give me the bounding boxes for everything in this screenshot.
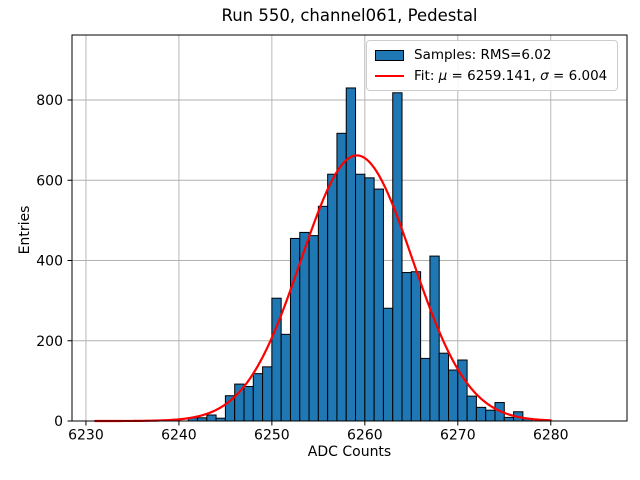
x-tick-label: 6240: [161, 428, 197, 444]
histogram-bar: [401, 272, 412, 422]
y-tick-label: 400: [36, 254, 63, 270]
histogram-bar: [262, 366, 273, 422]
histogram-bar: [392, 92, 403, 422]
y-axis-label: Entries: [17, 205, 33, 255]
fit-legend-label: Fit: μ = 6259.141, σ = 6.004: [414, 67, 608, 84]
histogram-bar: [475, 406, 487, 422]
fit-curve: [94, 154, 552, 423]
histogram-bar: [466, 395, 477, 422]
y-tick-label: 0: [54, 414, 63, 430]
legend: Samples: RMS=6.02 Fit: μ = 6259.141, σ =…: [366, 40, 618, 91]
fit-line-swatch: [375, 74, 404, 77]
histogram-bar: [206, 414, 217, 422]
histogram-bar: [410, 271, 422, 422]
histogram-bar: [438, 352, 450, 422]
y-tick-label: 600: [36, 173, 63, 189]
x-tick-label: 6250: [254, 428, 290, 444]
y-tick-label: 200: [36, 334, 63, 350]
histogram-bar: [243, 385, 254, 422]
chart-title: Run 550, channel061, Pedestal: [221, 6, 478, 25]
histogram-bar: [345, 87, 357, 422]
samples-legend-label: Samples: RMS=6.02: [414, 47, 552, 64]
y-tick-label: 800: [36, 93, 63, 109]
histogram-bar: [308, 235, 319, 422]
histogram-bar: [503, 416, 515, 422]
histogram-bar: [373, 188, 384, 422]
plot-border: [71, 34, 628, 422]
histogram-bar: [420, 357, 431, 422]
histogram-bar: [382, 307, 394, 422]
x-tick-label: 6280: [533, 428, 569, 444]
x-tick-label: 6270: [440, 428, 476, 444]
histogram-bar: [355, 173, 366, 422]
histogram-bar: [364, 177, 375, 422]
histogram-bar: [485, 409, 496, 422]
legend-entry-samples: Samples: RMS=6.02: [375, 45, 609, 66]
histogram-bar: [327, 173, 338, 422]
histogram-swatch: [375, 49, 404, 61]
histogram-bar: [448, 369, 459, 422]
histogram-bar: [457, 359, 468, 422]
histogram-bar: [317, 205, 329, 422]
x-tick-label: 6230: [68, 428, 104, 444]
x-tick-label: 6260: [347, 428, 383, 444]
histogram-bar: [336, 132, 347, 422]
legend-entry-fit: Fit: μ = 6259.141, σ = 6.004: [375, 66, 609, 87]
histogram-bar: [252, 373, 264, 422]
histogram-bar: [280, 333, 291, 422]
x-axis-label: ADC Counts: [307, 444, 392, 460]
histogram-bar: [429, 255, 440, 422]
